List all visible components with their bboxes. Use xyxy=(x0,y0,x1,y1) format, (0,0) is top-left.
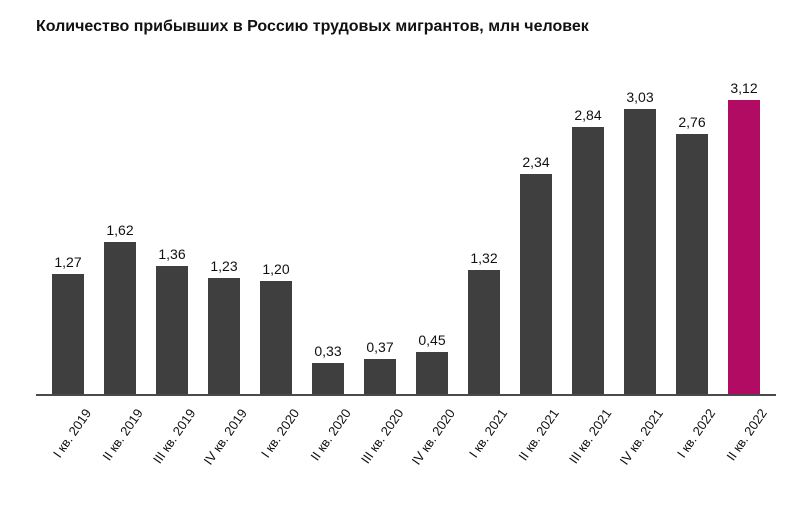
bar-slot: 1,32 xyxy=(458,74,510,394)
chart-title: Количество прибывших в Россию трудовых м… xyxy=(36,18,773,36)
bar-value-label: 0,45 xyxy=(406,332,458,348)
x-axis-tick-label: IV кв. 2019 xyxy=(201,406,250,468)
bar-slot: 1,62 xyxy=(94,74,146,394)
x-axis-tick-label: II кв. 2022 xyxy=(724,406,770,463)
bar xyxy=(728,100,760,394)
bar-value-label: 1,36 xyxy=(146,246,198,262)
bar-slot: 3,12 xyxy=(718,74,770,394)
x-axis-tick-label: III кв. 2021 xyxy=(566,406,615,466)
x-axis-labels: I кв. 2019II кв. 2019III кв. 2019IV кв. … xyxy=(36,398,776,478)
bar-value-label: 1,32 xyxy=(458,250,510,266)
bar-value-label: 1,62 xyxy=(94,222,146,238)
bar xyxy=(156,266,188,394)
bar xyxy=(676,134,708,394)
bar-value-label: 2,34 xyxy=(510,154,562,170)
bar-slot: 3,03 xyxy=(614,74,666,394)
bar-value-label: 0,37 xyxy=(354,339,406,355)
x-axis-tick-label: IV кв. 2021 xyxy=(617,406,666,468)
x-axis-tick-label: I кв. 2022 xyxy=(674,406,718,460)
bar-slot: 0,45 xyxy=(406,74,458,394)
x-axis-tick-label: II кв. 2019 xyxy=(100,406,146,463)
bar-value-label: 3,12 xyxy=(718,80,770,96)
bar-value-label: 2,76 xyxy=(666,114,718,130)
bar-slot: 2,34 xyxy=(510,74,562,394)
bar xyxy=(208,278,240,394)
bar xyxy=(104,242,136,394)
bar-value-label: 1,27 xyxy=(42,254,94,270)
bar-slot: 1,23 xyxy=(198,74,250,394)
x-axis-tick-label: II кв. 2021 xyxy=(516,406,562,463)
bar-value-label: 0,33 xyxy=(302,343,354,359)
chart-plot: 1,271,621,361,231,20 0,330,370,45 1,32 2,34… xyxy=(36,76,776,396)
bar-value-label: 2,84 xyxy=(562,107,614,123)
bar-value-label: 3,03 xyxy=(614,89,666,105)
bar-value-label: 1,20 xyxy=(250,261,302,277)
bar-slot: 0,37 xyxy=(354,74,406,394)
x-axis-tick-label: IV кв. 2020 xyxy=(409,406,458,468)
x-axis-tick-label: III кв. 2019 xyxy=(150,406,199,466)
bar xyxy=(260,281,292,394)
bar-slot: 1,27 xyxy=(42,74,94,394)
bar-slot: 1,36 xyxy=(146,74,198,394)
bar xyxy=(572,127,604,394)
x-axis-tick-label: II кв. 2020 xyxy=(308,406,354,463)
chart-area: 1,271,621,361,231,20 0,330,370,45 1,32 2,34… xyxy=(36,46,776,476)
bar xyxy=(416,352,448,394)
x-axis-tick-label: I кв. 2020 xyxy=(258,406,302,460)
chart-container: Количество прибывших в Россию трудовых м… xyxy=(0,0,797,506)
bar-slot: 1,20 xyxy=(250,74,302,394)
bar xyxy=(468,270,500,394)
bar-slot: 2,84 xyxy=(562,74,614,394)
bar xyxy=(624,109,656,394)
x-axis-tick-label: I кв. 2021 xyxy=(466,406,510,460)
x-axis-tick-label: I кв. 2019 xyxy=(50,406,94,460)
x-axis-tick-label: III кв. 2020 xyxy=(358,406,407,466)
bar xyxy=(520,174,552,394)
bar xyxy=(312,363,344,394)
bar-value-label: 1,23 xyxy=(198,258,250,274)
bar-slot: 2,76 xyxy=(666,74,718,394)
bar xyxy=(52,274,84,394)
bar xyxy=(364,359,396,394)
bar-slot: 0,33 xyxy=(302,74,354,394)
